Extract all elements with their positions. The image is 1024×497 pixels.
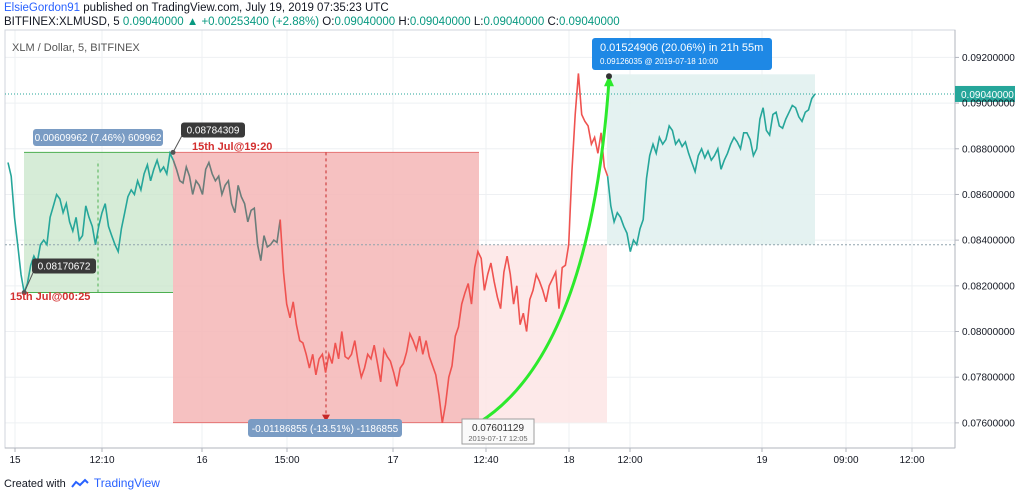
projection-arc — [478, 80, 611, 424]
projection-info-line2: 0.09126035 @ 2019-07-18 10:00 — [600, 57, 719, 66]
loss-range-label-box — [248, 419, 402, 437]
x-tick-label: 12:00 — [617, 455, 642, 466]
x-tick-label: 12:00 — [899, 455, 924, 466]
footer: Created with TradingView — [4, 476, 160, 490]
low-pin-date: 15th Jul@00:25 — [10, 291, 90, 303]
y-tick-label: 0.08000000 — [962, 327, 1015, 338]
close-value: 0.09040000 — [558, 16, 620, 28]
x-tick-label: 15 — [9, 455, 21, 466]
up-arrow-icon: ▲ — [186, 16, 199, 28]
low-label: L: — [473, 16, 484, 28]
projection-arrowhead — [604, 75, 614, 87]
symbol-info: BITFINEX:XLMUSD, 5 — [4, 16, 120, 28]
loss-range-label: -0.01186855 (-13.51%) -1186855 — [252, 424, 399, 435]
open-value: 0.09040000 — [334, 16, 396, 28]
x-tick-label: 12:40 — [473, 455, 498, 466]
low-price-pin-box — [32, 258, 96, 274]
ohlc-header: BITFINEX:XLMUSD, 5 0.09040000 ▲ +0.00253… — [4, 16, 620, 28]
current-price-tag — [955, 85, 1015, 102]
y-tick-label: 0.08800000 — [962, 144, 1015, 155]
loss-range-arrowhead — [322, 414, 330, 422]
x-tick-label: 18 — [563, 455, 575, 466]
close-label: C: — [547, 16, 559, 28]
projection-info-line1: 0.01524906 (20.06%) in 21h 55m — [600, 42, 763, 54]
low-price-pin-text: 0.08170672 — [38, 262, 91, 273]
created-with-text: Created with — [4, 478, 66, 490]
y-tick-label: 0.09000000 — [962, 99, 1015, 110]
x-tick-label: 12:10 — [89, 455, 114, 466]
gain-range-label: 0.00609962 (7.46%) 609962 — [35, 133, 162, 144]
publish-header: ElsieGordon91 published on TradingView.c… — [4, 2, 389, 14]
high-price-pin-text: 0.08784309 — [187, 126, 240, 137]
price-segment — [279, 73, 609, 424]
y-tick-label: 0.07600000 — [962, 418, 1015, 429]
y-tick-label: 0.07800000 — [962, 373, 1015, 384]
x-tick-label: 15:00 — [274, 455, 299, 466]
y-tick-label: 0.08200000 — [962, 281, 1015, 292]
price-segment — [172, 159, 281, 261]
open-label: O: — [322, 16, 335, 28]
low-price-pin-dot — [21, 290, 27, 296]
last-price: 0.09040000 — [122, 16, 184, 28]
y-tick-label: 0.08600000 — [962, 190, 1015, 201]
low-value: 0.09040000 — [483, 16, 545, 28]
high-label: H: — [398, 16, 410, 28]
bottom-pin-box — [461, 418, 535, 445]
gain-range-label-box — [33, 129, 163, 146]
price-change: +0.00253400 (+2.88%) — [201, 16, 320, 28]
bottom-pin-date: 2019-07-17 12:05 — [468, 434, 527, 443]
range-zones — [5, 74, 955, 424]
x-tick-label: 19 — [756, 455, 768, 466]
tradingview-logo-icon — [71, 478, 89, 488]
projection-end-dot — [606, 73, 612, 80]
y-tick-label: 0.09200000 — [962, 53, 1015, 64]
high-value: 0.09040000 — [409, 16, 471, 28]
tradingview-brand[interactable]: TradingView — [93, 476, 160, 490]
symbol-legend: XLM / Dollar, 5, BITFINEX — [12, 42, 140, 54]
author-link[interactable]: ElsieGordon91 — [4, 2, 81, 14]
publish-info: published on TradingView.com, July 19, 2… — [83, 2, 389, 14]
annotations: 0.08170672 15th Jul@00:25 0.08784309 15th J… — [10, 38, 1015, 445]
bottom-pin-label: 0.07601129 — [472, 423, 525, 434]
high-price-pin-box — [181, 122, 245, 138]
projection-info-box — [592, 38, 772, 70]
loss-range-box — [173, 152, 479, 423]
high-pin-date: 15th Jul@19:20 — [192, 141, 272, 153]
price-segment — [606, 93, 816, 252]
projection-loss-zone — [479, 244, 607, 423]
axis-ticks: 15 12:10 16 15:00 17 12:40 18 12:00 19 09:00 12:00… — [9, 53, 1015, 466]
x-tick-label: 09:00 — [833, 455, 858, 466]
x-tick-label: 16 — [196, 455, 208, 466]
current-price-tag-text: 0.09040000 — [961, 90, 1014, 101]
high-price-pin-dot — [170, 149, 176, 155]
y-tick-label: 0.08400000 — [962, 236, 1015, 247]
x-tick-label: 17 — [387, 455, 399, 466]
